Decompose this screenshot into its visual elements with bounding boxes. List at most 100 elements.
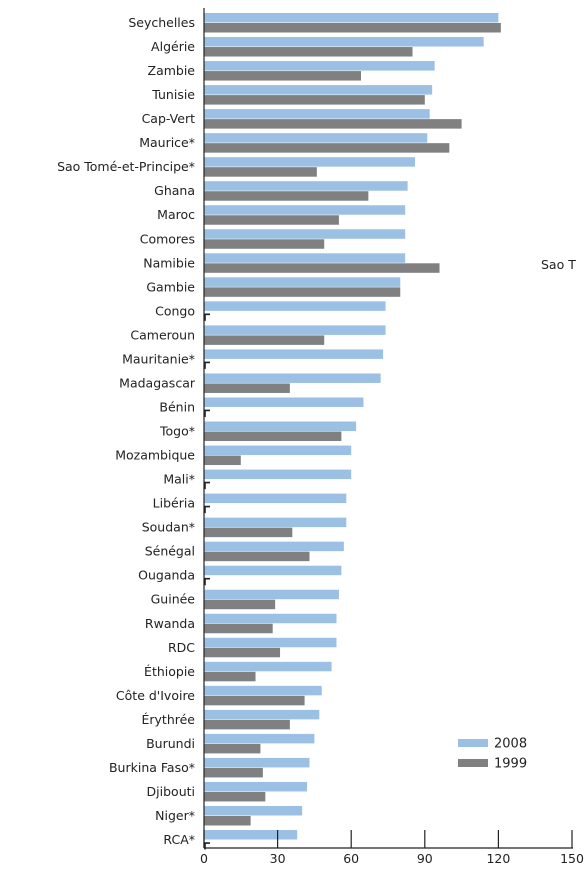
bar-2008-27 (204, 661, 332, 672)
bar-2008-17 (204, 421, 357, 432)
category-label-17: Togo* (159, 424, 195, 439)
category-label-26: RDC (168, 640, 195, 655)
category-label-23: Ouganda (138, 568, 195, 583)
bar-2008-30 (204, 733, 315, 744)
bar-2008-12 (204, 301, 386, 311)
category-label-1: Algérie (151, 39, 195, 54)
bar-2008-25 (204, 613, 337, 624)
category-label-32: Djibouti (147, 784, 195, 799)
bar-2008-14 (204, 349, 384, 359)
category-label-24: Guinée (151, 592, 196, 607)
category-label-12: Congo (155, 303, 195, 318)
missing-1999-marker-20 (204, 505, 210, 514)
bar-2008-24 (204, 589, 339, 600)
bar-1999-29 (204, 719, 290, 730)
bar-1999-3 (204, 95, 425, 105)
bar-2008-3 (204, 85, 433, 95)
bar-2008-19 (204, 469, 352, 480)
category-label-20: Libéria (153, 496, 195, 511)
clipped-annotation: Sao T (541, 257, 576, 272)
bar-2008-1 (204, 37, 484, 47)
bar-1999-13 (204, 335, 325, 345)
legend: 2008 1999 (458, 737, 527, 772)
category-label-25: Rwanda (145, 616, 195, 631)
category-label-10: Namibie (143, 255, 195, 270)
bar-1999-1 (204, 47, 413, 57)
bar-1999-17 (204, 431, 342, 442)
category-label-7: Ghana (154, 183, 195, 198)
x-tick-label-90: 90 (417, 851, 433, 866)
bar-1999-6 (204, 167, 317, 177)
bar-1999-30 (204, 743, 261, 754)
legend-swatch-1999 (458, 759, 488, 767)
bar-2008-0 (204, 13, 499, 23)
bar-2008-18 (204, 445, 352, 456)
bar-1999-5 (204, 143, 450, 153)
bar-2008-32 (204, 781, 308, 792)
bar-2008-16 (204, 397, 364, 407)
category-label-34: RCA* (163, 832, 195, 847)
missing-1999-marker-16 (204, 409, 210, 417)
category-label-15: Madagascar (119, 375, 196, 390)
bar-1999-31 (204, 767, 263, 778)
category-label-30: Burundi (146, 736, 195, 751)
bars-group (204, 13, 501, 850)
bar-1999-32 (204, 791, 266, 802)
category-label-8: Maroc (157, 207, 195, 222)
bar-1999-11 (204, 287, 401, 297)
bar-2008-20 (204, 493, 347, 504)
bar-2008-21 (204, 517, 347, 528)
bar-1999-25 (204, 623, 273, 634)
category-label-6: Sao Tomé-et-Principe* (57, 159, 195, 174)
category-label-27: Éthiopie (144, 664, 195, 679)
category-label-13: Cameroun (130, 327, 195, 342)
bar-2008-29 (204, 709, 320, 720)
bar-2008-10 (204, 253, 406, 263)
category-label-19: Mali* (163, 472, 195, 487)
category-label-9: Comores (140, 231, 195, 246)
bar-1999-28 (204, 695, 305, 706)
bar-2008-15 (204, 373, 381, 383)
bar-2008-9 (204, 229, 406, 239)
category-label-31: Burkina Faso* (109, 760, 195, 775)
missing-1999-marker-14 (204, 361, 210, 369)
bar-2008-22 (204, 541, 344, 552)
bar-1999-33 (204, 815, 251, 826)
bar-1999-9 (204, 239, 325, 249)
x-tick-label-120: 120 (486, 851, 510, 866)
bar-2008-33 (204, 805, 303, 816)
bar-1999-27 (204, 671, 256, 682)
category-label-11: Gambie (146, 279, 195, 294)
category-label-16: Bénin (159, 399, 195, 414)
bar-2008-6 (204, 157, 415, 167)
category-label-22: Sénégal (145, 544, 195, 559)
category-label-29: Érythrée (141, 712, 195, 727)
category-label-18: Mozambique (115, 448, 195, 463)
bar-2008-8 (204, 205, 406, 215)
bar-1999-22 (204, 551, 310, 562)
bar-1999-24 (204, 599, 276, 610)
missing-1999-marker-12 (204, 313, 210, 321)
legend-label-1999: 1999 (494, 757, 527, 772)
x-tick-label-0: 0 (200, 851, 208, 866)
bar-2008-26 (204, 637, 337, 648)
category-label-3: Tunisie (151, 87, 195, 102)
legend-swatch-2008 (458, 739, 488, 747)
bar-1999-2 (204, 71, 362, 81)
category-labels: Seychelles Algérie Zambie Tunisie Cap-Vert Ma… (57, 15, 196, 847)
category-label-4: Cap-Vert (142, 111, 196, 126)
bar-2008-31 (204, 757, 310, 768)
bar-2008-2 (204, 61, 435, 71)
x-axis: 0 30 60 90 120 150 (200, 8, 584, 866)
bar-1999-8 (204, 215, 339, 225)
category-label-0: Seychelles (128, 15, 195, 30)
category-label-21: Soudan* (142, 520, 195, 535)
x-tick-label-60: 60 (343, 851, 359, 866)
bar-2008-13 (204, 325, 386, 335)
legend-label-2008: 2008 (494, 737, 527, 752)
bar-1999-18 (204, 455, 241, 466)
bar-1999-7 (204, 191, 369, 201)
category-label-28: Côte d'Ivoire (116, 688, 195, 703)
category-label-33: Niger* (155, 808, 195, 823)
bar-1999-4 (204, 119, 462, 129)
